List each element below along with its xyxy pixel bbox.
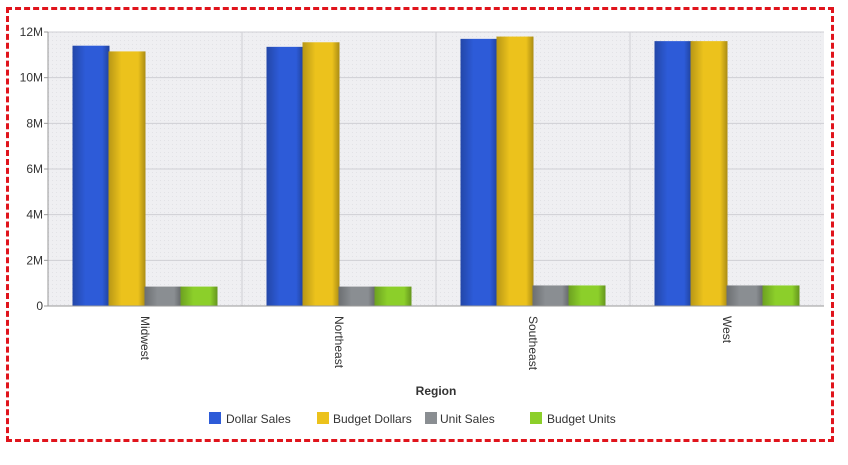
x-category-label: West bbox=[720, 316, 734, 344]
bar bbox=[568, 285, 606, 306]
y-tick-label: 0 bbox=[36, 299, 43, 313]
category-dividers bbox=[241, 32, 631, 306]
y-axis: 0 2M 4M 6M 8M 10M 12M bbox=[20, 25, 49, 313]
bars bbox=[72, 36, 800, 307]
legend-swatch bbox=[209, 412, 221, 424]
legend-label: Dollar Sales bbox=[226, 412, 291, 426]
bar bbox=[72, 45, 110, 306]
bar bbox=[338, 286, 376, 306]
legend-label: Budget Units bbox=[547, 412, 616, 426]
chart-frame-border bbox=[6, 7, 834, 442]
bar bbox=[180, 286, 218, 306]
x-axis-title: Region bbox=[416, 384, 457, 398]
bar bbox=[654, 41, 692, 307]
bar bbox=[144, 286, 182, 306]
legend-swatch bbox=[317, 412, 329, 424]
legend-swatch bbox=[530, 412, 542, 424]
bar bbox=[302, 42, 340, 307]
bar bbox=[460, 38, 498, 306]
y-tick-label: 4M bbox=[26, 208, 43, 222]
y-tick-label: 12M bbox=[20, 25, 43, 39]
x-axis: Midwest Northeast Southeast West bbox=[48, 305, 824, 371]
x-category-label: Northeast bbox=[332, 316, 346, 369]
bar bbox=[108, 51, 146, 307]
bar bbox=[532, 285, 570, 306]
bar bbox=[726, 285, 764, 306]
y-tick-label: 10M bbox=[20, 71, 43, 85]
x-category-label: Midwest bbox=[138, 316, 152, 361]
legend-label: Unit Sales bbox=[440, 412, 495, 426]
y-tick-label: 2M bbox=[26, 253, 43, 267]
bar bbox=[496, 36, 534, 307]
y-tick-label: 8M bbox=[26, 116, 43, 130]
bar bbox=[690, 41, 728, 307]
bar bbox=[762, 285, 800, 306]
bar bbox=[374, 286, 412, 306]
bar bbox=[266, 46, 304, 306]
legend-swatch bbox=[425, 412, 437, 424]
legend: Dollar Sales Budget Dollars Unit Sales Budg… bbox=[209, 412, 616, 426]
legend-label: Budget Dollars bbox=[333, 412, 412, 426]
y-tick-label: 6M bbox=[26, 162, 43, 176]
x-category-label: Southeast bbox=[526, 316, 540, 371]
